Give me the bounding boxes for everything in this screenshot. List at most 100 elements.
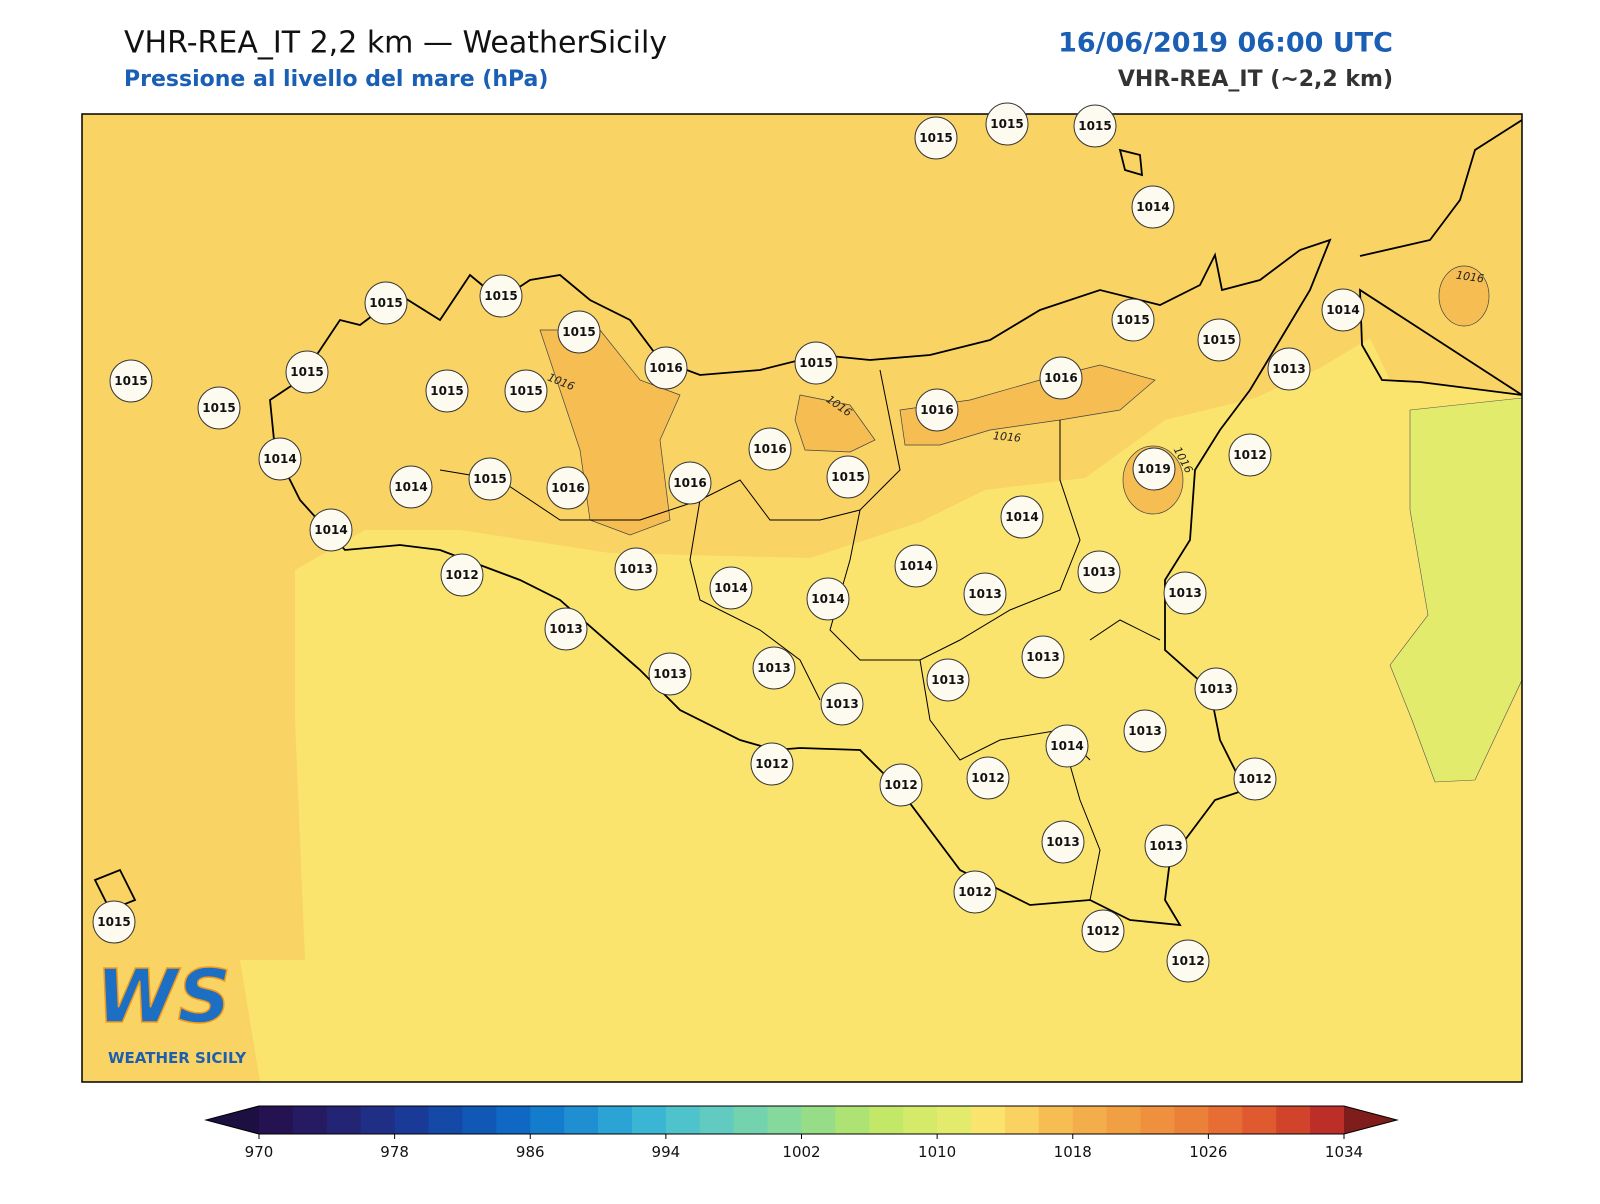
station-marker	[546, 466, 590, 510]
station-value: 1013	[931, 673, 964, 687]
station-value: 1015	[202, 401, 235, 415]
station: 1013	[544, 607, 588, 651]
colorbar-bin	[733, 1106, 769, 1134]
station-marker	[1073, 104, 1117, 148]
station: 1015	[479, 274, 523, 318]
station: 1016	[546, 466, 590, 510]
station: 1014	[309, 508, 353, 552]
station-value: 1013	[619, 562, 652, 576]
colorbar-bin	[1276, 1106, 1311, 1134]
station: 1013	[1144, 824, 1188, 868]
station: 1013	[1041, 820, 1085, 864]
station-value: 1015	[430, 384, 463, 398]
station: 1012	[966, 756, 1010, 800]
station-value: 1012	[445, 568, 478, 582]
station-marker	[389, 465, 433, 509]
station-value: 1012	[1233, 448, 1266, 462]
station-value: 1014	[899, 559, 932, 573]
colorbar-bin	[1174, 1106, 1209, 1134]
station-marker	[1131, 185, 1175, 229]
station-marker	[668, 461, 712, 505]
colorbar-bin	[259, 1106, 294, 1134]
station-value: 1016	[649, 361, 682, 375]
colorbar-bin	[1310, 1106, 1345, 1134]
station-marker	[544, 607, 588, 651]
station-value: 1016	[673, 476, 706, 490]
station: 1014	[389, 465, 433, 509]
colorbar-bin	[699, 1106, 735, 1134]
station-marker	[1039, 356, 1083, 400]
station-marker	[1144, 824, 1188, 868]
colorbar-bin	[1072, 1106, 1108, 1134]
station: 1015	[285, 350, 329, 394]
station: 1012	[1081, 909, 1125, 953]
station-marker	[1233, 757, 1277, 801]
station: 1012	[879, 763, 923, 807]
station-marker	[1123, 709, 1167, 753]
station: 1012	[1228, 433, 1272, 477]
station-marker	[1021, 635, 1065, 679]
station-value: 1015	[919, 131, 952, 145]
station-value: 1015	[509, 384, 542, 398]
station-value: 1014	[314, 523, 347, 537]
colorbar-tick-label: 978	[380, 1143, 409, 1161]
station-marker	[1041, 820, 1085, 864]
station-value: 1015	[290, 365, 323, 379]
datetime: 16/06/2019 06:00 UTC	[1058, 28, 1393, 59]
colorbar-bin	[1106, 1106, 1142, 1134]
colorbar-over	[1344, 1106, 1397, 1134]
colorbar-bin	[1038, 1106, 1074, 1134]
station: 1016	[915, 388, 959, 432]
logo-name: WEATHER SICILY	[108, 1049, 247, 1067]
colorbar-bin	[1140, 1106, 1175, 1134]
station-value: 1015	[799, 356, 832, 370]
station: 1013	[614, 547, 658, 591]
station-value: 1015	[97, 915, 130, 929]
station: 1016	[748, 427, 792, 471]
colorbar-bin	[1242, 1106, 1277, 1134]
colorbar-bin	[496, 1106, 531, 1134]
station-value: 1014	[1326, 303, 1359, 317]
colorbar-tick-label: 1018	[1054, 1143, 1092, 1161]
colorbar-bin	[360, 1106, 396, 1134]
station-marker	[806, 577, 850, 621]
station: 1015	[914, 116, 958, 160]
station-value: 1013	[825, 697, 858, 711]
colorbar-bin	[564, 1106, 599, 1134]
station-marker	[894, 544, 938, 588]
field-1010	[1389, 397, 1522, 783]
station-value: 1014	[714, 581, 747, 595]
station-marker	[1111, 298, 1155, 342]
station-value: 1015	[1078, 119, 1111, 133]
station: 1015	[826, 455, 870, 499]
station: 1012	[953, 870, 997, 914]
station-marker	[1166, 939, 1210, 983]
station-marker	[468, 457, 512, 501]
colorbar-bin	[1004, 1106, 1040, 1134]
colorbar-tick-label: 1034	[1325, 1143, 1363, 1161]
station: 1014	[1131, 185, 1175, 229]
station-marker	[1000, 495, 1044, 539]
colorbar-bin	[394, 1106, 430, 1134]
station-marker	[915, 388, 959, 432]
station-value: 1013	[968, 587, 1001, 601]
station-marker	[92, 900, 136, 944]
title: VHR-REA_IT 2,2 km — WeatherSicily	[124, 26, 667, 61]
station-value: 1015	[990, 117, 1023, 131]
colorbar-tick-label: 986	[516, 1143, 545, 1161]
station: 1012	[1233, 757, 1277, 801]
colorbar-bin	[801, 1106, 836, 1134]
station: 1014	[1321, 288, 1365, 332]
station: 1014	[709, 566, 753, 610]
colorbar: 970 978 986 994 1002 1010 1018 1026 1034	[204, 1105, 1399, 1161]
station-value: 1013	[653, 667, 686, 681]
station: 1019	[1132, 447, 1176, 491]
station-value: 1012	[884, 778, 917, 792]
station: 1012	[1166, 939, 1210, 983]
station-marker	[1081, 909, 1125, 953]
station-value: 1016	[753, 442, 786, 456]
station-marker	[709, 566, 753, 610]
colorbar-bin	[869, 1106, 904, 1134]
station-marker	[364, 281, 408, 325]
